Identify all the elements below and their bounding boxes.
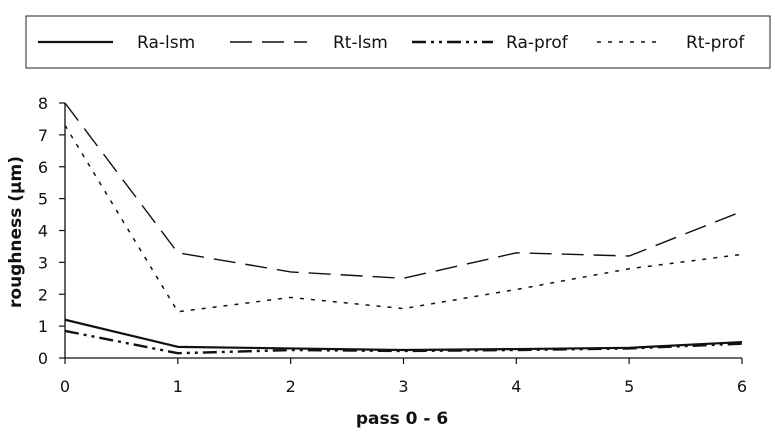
x-tick-label: 4 bbox=[511, 377, 521, 396]
y-tick-label: 1 bbox=[38, 317, 48, 336]
x-tick-label: 2 bbox=[286, 377, 296, 396]
series-line-ra-prof bbox=[64, 329, 743, 355]
legend-label-ra-prof: Ra-prof bbox=[506, 33, 569, 53]
y-tick-label: 0 bbox=[38, 349, 48, 368]
series-line-rt-prof bbox=[64, 124, 743, 313]
y-tick-label: 2 bbox=[38, 285, 48, 304]
y-tick-label: 6 bbox=[38, 158, 48, 177]
y-tick-label: 8 bbox=[38, 94, 48, 113]
x-tick-label: 6 bbox=[737, 377, 747, 396]
legend: Ra-lsm Rt-lsm Ra-prof Rt-prof bbox=[25, 15, 771, 69]
legend-label-ra-lsm: Ra-lsm bbox=[137, 33, 195, 53]
x-tick-label: 1 bbox=[173, 377, 183, 396]
y-tick-label: 5 bbox=[38, 190, 48, 209]
x-tick-label: 5 bbox=[624, 377, 634, 396]
y-tick-label: 3 bbox=[38, 253, 48, 272]
y-tick-label: 4 bbox=[38, 222, 48, 241]
y-axis-title: roughness (µm) bbox=[6, 156, 26, 308]
series-line-rt-lsm bbox=[64, 102, 743, 280]
x-axis-title: pass 0 - 6 bbox=[356, 409, 448, 429]
x-tick-label: 0 bbox=[60, 377, 70, 396]
y-tick-label: 7 bbox=[38, 126, 48, 145]
series-line-ra-lsm bbox=[64, 318, 743, 352]
legend-box bbox=[25, 15, 771, 69]
x-tick-label: 3 bbox=[398, 377, 408, 396]
legend-label-rt-prof: Rt-prof bbox=[686, 33, 745, 53]
plot-area: 0 1 2 3 4 5 6 7 8 0 1 2 3 4 5 6 bbox=[38, 94, 747, 396]
legend-label-rt-lsm: Rt-lsm bbox=[333, 33, 388, 53]
